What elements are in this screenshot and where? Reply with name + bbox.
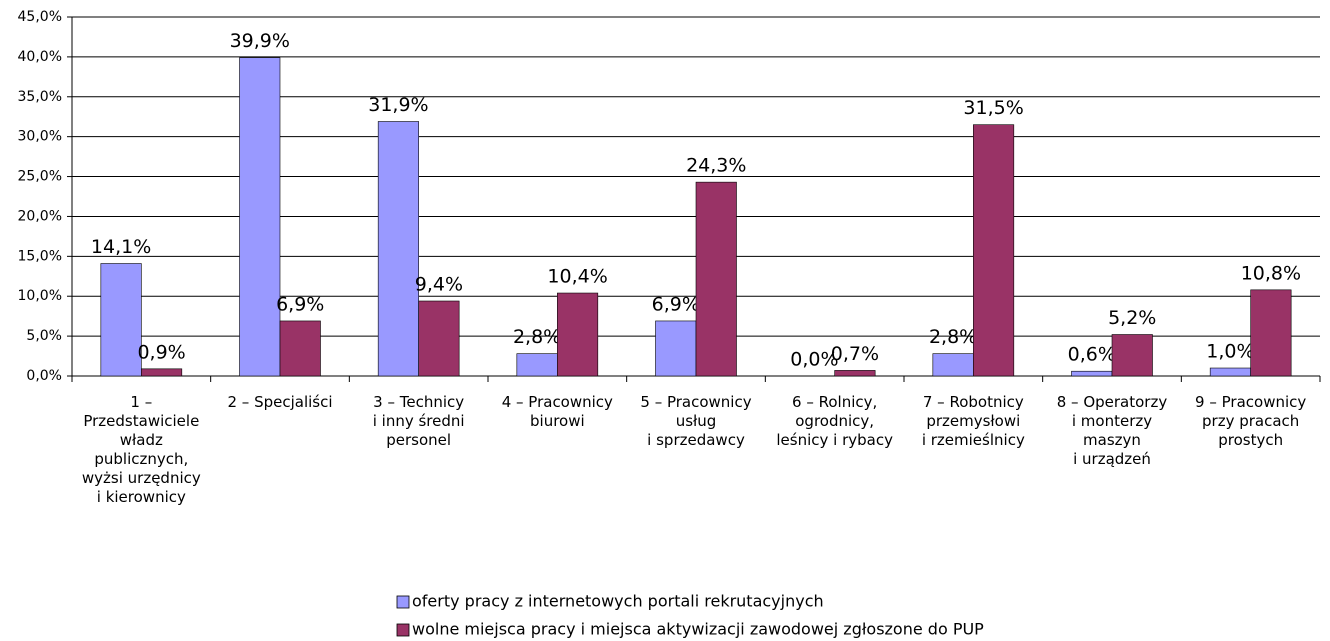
bar bbox=[279, 320, 321, 377]
x-tick-label-line: 6 – Rolnicy, bbox=[792, 393, 877, 411]
y-tick-label: 45,0% bbox=[18, 9, 62, 25]
x-tick-label-line: i rzemieślnicy bbox=[922, 431, 1025, 449]
y-tick-label: 0,0% bbox=[26, 368, 62, 384]
x-tick-label: 3 – Technicy i inny średni personel bbox=[373, 393, 465, 449]
bar bbox=[557, 292, 599, 377]
bar bbox=[695, 181, 737, 377]
x-tick-label: 8 – Operatorzy i monterzy maszyn i urządzeń bbox=[1057, 393, 1168, 468]
value-label: 10,4% bbox=[547, 266, 607, 288]
x-tick-label-line: i urządzeń bbox=[1073, 450, 1151, 468]
value-label: 6,9% bbox=[276, 293, 324, 315]
x-tick-label-line: 1 – bbox=[130, 393, 152, 411]
bar bbox=[1250, 289, 1292, 377]
x-tick-label-line: 3 – Technicy bbox=[373, 393, 464, 411]
legend-swatch bbox=[396, 595, 410, 609]
x-tick-label: 2 – Specjaliści bbox=[227, 393, 332, 411]
y-tick-label: 5,0% bbox=[26, 328, 62, 344]
x-tick-label-line: usług bbox=[676, 412, 717, 430]
x-tick-label-line: 9 – Pracownicy bbox=[1195, 393, 1306, 411]
x-tick-label: 9 – Pracownicy przy pracach prostych bbox=[1195, 393, 1306, 449]
value-label: 31,5% bbox=[963, 97, 1023, 119]
x-tick-label: 1 – Przedstawiciele władz publicznych, wyżsi… bbox=[82, 393, 201, 506]
bar bbox=[973, 124, 1015, 377]
value-label: 0,9% bbox=[137, 341, 185, 363]
x-tick-label-line: ogrodnicy, bbox=[795, 412, 874, 430]
x-tick-label-line: przy pracach bbox=[1202, 412, 1299, 430]
x-tick-label-line: przemysłowi bbox=[926, 412, 1020, 430]
value-label: 9,4% bbox=[415, 274, 463, 296]
value-label: 31,9% bbox=[368, 94, 428, 116]
y-tick-label: 20,0% bbox=[18, 208, 62, 224]
legend-swatch bbox=[396, 623, 410, 637]
bar bbox=[1071, 370, 1113, 377]
bar bbox=[100, 263, 142, 377]
value-label: 39,9% bbox=[230, 30, 290, 52]
y-tick-label: 40,0% bbox=[18, 49, 62, 65]
bar bbox=[932, 353, 974, 377]
x-tick-label-line: 4 – Pracownicy bbox=[502, 393, 613, 411]
value-label: 14,1% bbox=[91, 236, 151, 258]
value-label: 5,2% bbox=[1108, 307, 1156, 329]
x-tick-label-line: publicznych, bbox=[94, 450, 188, 468]
x-tick-label-line: personel bbox=[386, 431, 451, 449]
bar bbox=[516, 353, 558, 377]
value-label: 2,8% bbox=[513, 326, 561, 348]
x-tick-label: 7 – Robotnicy przemysłowi i rzemieślnicy bbox=[922, 393, 1025, 449]
value-label: 2,8% bbox=[929, 326, 977, 348]
x-tick-label-line: wyżsi urzędnicy bbox=[82, 469, 201, 487]
x-tick-label-line: 8 – Operatorzy bbox=[1057, 393, 1168, 411]
x-tick-label-line: maszyn bbox=[1083, 431, 1141, 449]
value-label: 1,0% bbox=[1206, 341, 1254, 363]
value-label: 24,3% bbox=[686, 155, 746, 177]
x-tick-label-line: biurowi bbox=[530, 412, 585, 430]
value-label: 0,0% bbox=[790, 349, 838, 371]
x-tick-label-line: leśnicy i rybacy bbox=[776, 431, 893, 449]
value-label: 6,9% bbox=[652, 293, 700, 315]
x-tick-label-line: i kierownicy bbox=[97, 488, 186, 506]
x-tick-label-line: prostych bbox=[1218, 431, 1283, 449]
x-tick-label: 6 – Rolnicy, ogrodnicy, leśnicy i rybacy bbox=[776, 393, 893, 449]
bar bbox=[418, 300, 460, 377]
y-tick-label: 30,0% bbox=[18, 129, 62, 145]
y-tick-label: 10,0% bbox=[18, 288, 62, 304]
legend-label: oferty pracy z internetowych portali rek… bbox=[412, 592, 824, 611]
bar bbox=[655, 320, 697, 377]
value-label: 0,6% bbox=[1068, 344, 1116, 366]
x-tick-label-line: władz bbox=[120, 431, 163, 449]
bar bbox=[1111, 334, 1153, 377]
value-label: 0,7% bbox=[831, 343, 879, 365]
x-tick-label-line: Przedstawiciele bbox=[83, 412, 199, 430]
bar bbox=[834, 370, 876, 377]
y-tick-label: 35,0% bbox=[18, 89, 62, 105]
bar bbox=[239, 57, 281, 377]
bar bbox=[377, 121, 419, 377]
value-label: 10,8% bbox=[1241, 262, 1301, 284]
x-tick-label-line: i sprzedawcy bbox=[647, 431, 745, 449]
x-tick-label-line: i monterzy bbox=[1072, 412, 1152, 430]
legend-label: wolne miejsca pracy i miejsca aktywizacj… bbox=[412, 620, 984, 639]
x-tick-label: 4 – Pracownicy biurowi bbox=[502, 393, 613, 430]
x-tick-label: 5 – Pracownicy usług i sprzedawcy bbox=[640, 393, 751, 449]
x-tick-label-line: i inny średni bbox=[373, 412, 465, 430]
y-tick-label: 25,0% bbox=[18, 169, 62, 185]
x-tick-label-line: 5 – Pracownicy bbox=[640, 393, 751, 411]
bar bbox=[141, 368, 183, 377]
x-tick-label-line: 7 – Robotnicy bbox=[923, 393, 1024, 411]
x-tick-label-line: 2 – Specjaliści bbox=[227, 393, 332, 411]
y-tick-label: 15,0% bbox=[18, 248, 62, 264]
bar bbox=[1209, 367, 1251, 377]
